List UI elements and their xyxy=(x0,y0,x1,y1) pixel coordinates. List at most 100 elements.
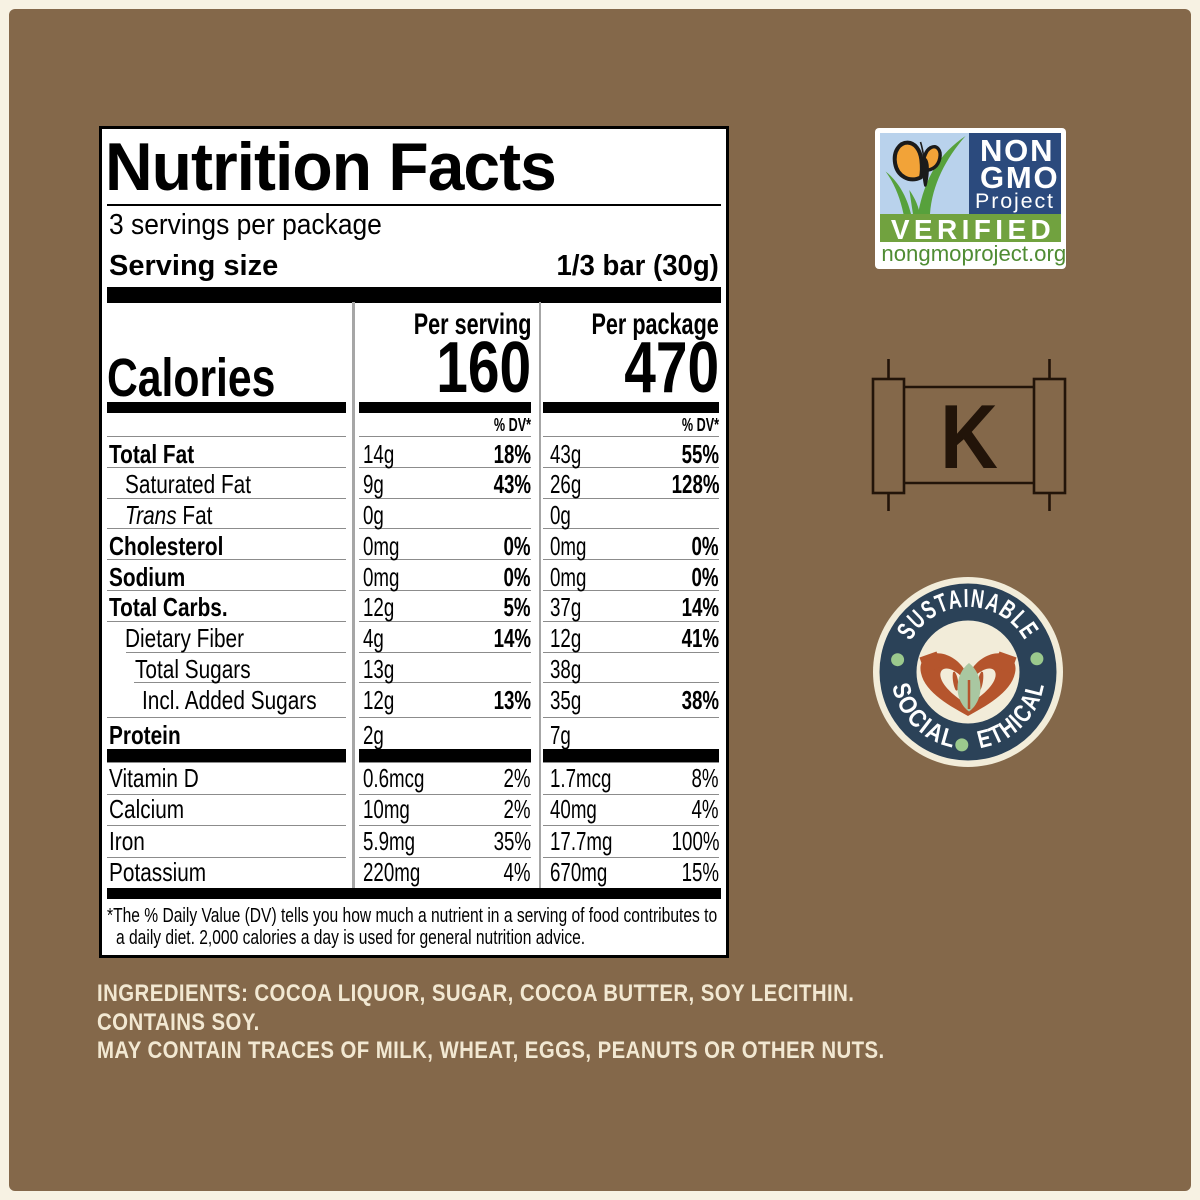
vitamin-serving-value-row: 220mg 4% xyxy=(359,856,531,889)
butterfly-antenna-2 xyxy=(923,146,932,159)
nutrient-name-row: Trans Fat xyxy=(107,497,346,531)
nutrient-name-row: Total Sugars xyxy=(126,651,346,683)
footnote-line1-text: *The % Daily Value (DV) tells you how mu… xyxy=(107,904,718,927)
per-package-value-row: 7g xyxy=(543,717,719,750)
package-dv-text: 15% xyxy=(681,857,719,887)
package-amount-text: 0g xyxy=(550,500,571,531)
servings-per-package: 3 servings per package xyxy=(109,210,409,240)
vitamin-name-row: Vitamin D xyxy=(107,762,346,794)
nongmo-green-band xyxy=(880,214,1061,242)
check-middle-blade xyxy=(909,190,920,214)
nutrient-name-row: Cholesterol xyxy=(107,528,346,561)
serving-amount-text: 0mg xyxy=(363,530,400,561)
wrist-cuff-right xyxy=(994,651,1017,673)
calories-per-serving: 160 xyxy=(411,327,531,409)
per-package-value-row: 12g 41% xyxy=(543,620,719,654)
nutrient-name-label: Total Carbs. xyxy=(109,592,228,623)
calories-package-value: 470 xyxy=(624,328,719,408)
package-amount-text: 17.7mg xyxy=(550,825,613,856)
dv-header-package: % DV* xyxy=(666,414,719,436)
serving-size-value: 1/3 bar (30g) xyxy=(556,250,719,282)
serving-dv-text: 0% xyxy=(503,530,531,561)
nutrient-name-row: Dietary Fiber xyxy=(107,620,346,653)
column-divider-1 xyxy=(352,302,355,888)
nutrition-facts-panel: Nutrition Facts 3 servings per package S… xyxy=(99,126,729,958)
per-serving-header: Per serving xyxy=(368,309,531,341)
thick-bar-top xyxy=(107,286,721,303)
thumb-left xyxy=(952,671,959,691)
ingredients-line: MAY CONTAIN TRACES OF MILK, WHEAT, EGGS,… xyxy=(97,1037,1024,1066)
butterfly-left-wing xyxy=(892,140,924,182)
badge-dot-left xyxy=(891,653,905,667)
package-amount-text: 37g xyxy=(550,592,582,623)
package-dv-text: 38% xyxy=(681,684,719,715)
per-package-value-row: 0mg 0% xyxy=(543,559,719,592)
serving-amount-text: 5.9mg xyxy=(363,825,416,856)
ingredients-line: INGREDIENTS: COCOA LIQUOR, SUGAR, COCOA … xyxy=(97,980,1024,1009)
per-package-value-row: 26g 128% xyxy=(543,466,719,500)
nutrient-name-label: Total Fat xyxy=(109,438,195,469)
nongmo-gmo-text: GMO xyxy=(980,159,1060,195)
per-serving-value-row: 0g xyxy=(359,497,531,529)
badge-dot-bottom xyxy=(955,738,969,752)
title-divider xyxy=(107,204,721,206)
per-serving-value-row: 0mg 0% xyxy=(359,528,531,561)
serving-size-label: Serving size xyxy=(109,250,279,282)
serving-amount-text: 14g xyxy=(363,438,395,469)
vitamin-package-column: 1.7mcg 8% 40mg 4% 17.7mg 100% 670mg 15% xyxy=(543,762,719,888)
serving-dv-text: 2% xyxy=(503,762,531,793)
package-dv-text: 14% xyxy=(681,592,719,623)
servings-text: 3 servings per package xyxy=(109,209,382,241)
wrist-cuff-left xyxy=(919,651,942,673)
per-serving-value-row: 12g 5% xyxy=(359,589,531,621)
package-dv-text: 0% xyxy=(691,561,719,592)
package-amount-text: 1.7mcg xyxy=(550,762,612,793)
calories-underbar-package xyxy=(543,402,719,413)
per-package-value-row: 0g xyxy=(543,497,719,531)
vitamin-package-value-row: 17.7mg 100% xyxy=(543,825,719,857)
serving-amount-text: 4g xyxy=(363,623,384,654)
column-divider-2 xyxy=(538,302,541,888)
nongmo-url-text: nongmoproject.org xyxy=(880,242,1066,265)
calories-underbar-label xyxy=(107,402,346,413)
title-text: Nutrition Facts xyxy=(105,129,557,205)
nutrient-name-label: Cholesterol xyxy=(109,530,224,561)
serving-dv-text: 0% xyxy=(503,561,531,592)
package-amount-text: 12g xyxy=(550,623,582,654)
calories-underbar-serving xyxy=(359,402,531,413)
package-dv-text: 128% xyxy=(671,469,719,500)
ingredients-line: CONTAINS SOY. xyxy=(97,1009,1024,1038)
vitamin-serving-value-row: 5.9mg 35% xyxy=(359,825,531,857)
footnote-line2-text: a daily diet. 2,000 calories a day is us… xyxy=(116,927,586,950)
serving-amount-text: 10mg xyxy=(363,794,410,824)
nutrient-name-label: Protein xyxy=(109,719,181,750)
ingredients-line-text: INGREDIENTS: COCOA LIQUOR, SUGAR, COCOA … xyxy=(97,980,855,1007)
nutrient-name-label: Calcium xyxy=(109,794,185,824)
nongmo-navy-background: NON GMO Project xyxy=(969,133,1061,214)
package-dv-text: 0% xyxy=(691,530,719,561)
vitamin-name-row: Potassium xyxy=(107,856,346,889)
protein-underbar-label xyxy=(107,749,346,762)
nutrient-name-column: Total Fat Saturated Fat Trans Fat Cholester… xyxy=(107,436,346,750)
dv-header-text: % DV* xyxy=(681,415,719,435)
per-serving-value-row: 4g 14% xyxy=(359,620,531,654)
vitamin-serving-column: 0.6mcg 2% 10mg 2% 5.9mg 35% 220mg 4% xyxy=(359,762,531,888)
nutrient-name-label: Vitamin D xyxy=(109,762,199,793)
nutrient-name-row: Sodium xyxy=(107,559,346,591)
nutrient-name-italic: Trans xyxy=(124,500,177,531)
vitamin-package-value-row: 670mg 15% xyxy=(543,856,719,889)
ingredients-line-text: CONTAINS SOY. xyxy=(97,1008,260,1036)
serving-amount-text: 9g xyxy=(363,469,384,500)
serving-amount-text: 12g xyxy=(363,684,395,715)
package-amount-text: 670mg xyxy=(550,857,608,887)
vitamin-name-row: Iron xyxy=(107,825,346,857)
scroll-left-handle xyxy=(871,377,906,495)
vitamin-name-column: Vitamin D Calcium Iron Potassium xyxy=(107,762,346,888)
butterfly-body xyxy=(922,157,929,187)
nongmo-verified-label: VERIFIED xyxy=(890,214,1056,245)
package-amount-text: 0mg xyxy=(550,530,587,561)
check-tail-blade xyxy=(918,136,966,214)
per-serving-column: 14g 18% 9g 43% 0g 0mg 0% 0mg 0% 12g 5% 4g 14% 13g 12g 1… xyxy=(359,436,531,749)
package-amount-text: 7g xyxy=(550,719,571,750)
